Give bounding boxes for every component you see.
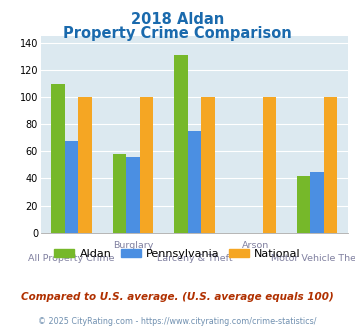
Bar [201,97,215,233]
Text: © 2025 CityRating.com - https://www.cityrating.com/crime-statistics/: © 2025 CityRating.com - https://www.city… [38,317,317,326]
Text: 2018 Aldan: 2018 Aldan [131,12,224,26]
Text: Larceny & Theft: Larceny & Theft [157,254,232,263]
Bar [297,176,310,233]
Legend: Aldan, Pennsylvania, National: Aldan, Pennsylvania, National [50,245,305,263]
Bar [174,55,187,233]
Bar [140,97,153,233]
Bar [310,172,324,233]
Bar [324,97,338,233]
Bar [78,97,92,233]
Text: Burglary: Burglary [113,241,153,250]
Text: Property Crime Comparison: Property Crime Comparison [63,26,292,41]
Text: All Property Crime: All Property Crime [28,254,115,263]
Bar [263,97,276,233]
Bar [126,157,140,233]
Bar [113,154,126,233]
Text: Motor Vehicle Theft: Motor Vehicle Theft [271,254,355,263]
Text: Arson: Arson [242,241,269,250]
Bar [65,141,78,233]
Bar [51,84,65,233]
Bar [187,131,201,233]
Text: Compared to U.S. average. (U.S. average equals 100): Compared to U.S. average. (U.S. average … [21,292,334,302]
